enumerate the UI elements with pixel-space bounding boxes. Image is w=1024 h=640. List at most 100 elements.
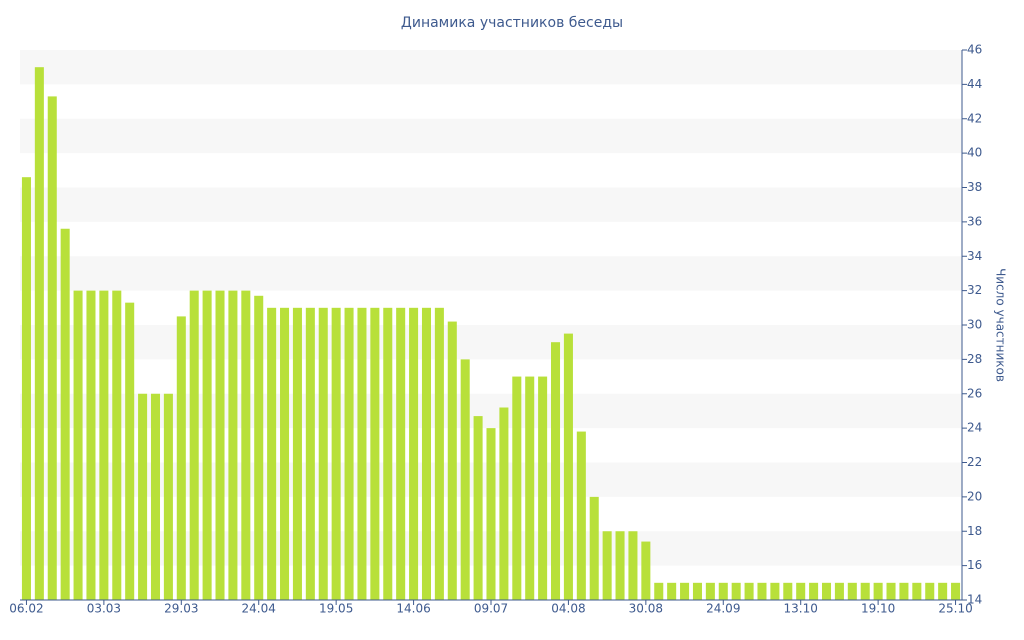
y-tick-label: 42: [967, 111, 982, 125]
bar: [512, 376, 522, 600]
bar: [189, 290, 199, 600]
bar: [331, 307, 341, 600]
bar: [86, 290, 96, 600]
grid-band: [20, 50, 962, 85]
y-tick-label: 40: [967, 146, 982, 160]
bar: [744, 582, 754, 600]
x-tick-label: 30.08: [629, 602, 663, 616]
bar: [267, 307, 277, 600]
bar: [150, 393, 161, 600]
y-tick-label: 14: [967, 593, 982, 607]
x-tick-label: 24.09: [706, 602, 740, 616]
x-tick-label: 13.10: [784, 602, 818, 616]
x-tick-label: 09.07: [474, 602, 508, 616]
y-tick-label: 44: [967, 77, 982, 91]
bar: [654, 582, 664, 600]
grid-band: [20, 187, 962, 222]
y-tick-label: 26: [967, 386, 982, 400]
bar: [357, 307, 367, 600]
bar: [396, 307, 406, 600]
x-tick-label: 03.03: [87, 602, 121, 616]
y-tick-label: 46: [967, 43, 982, 57]
y-tick-label: 30: [967, 318, 982, 332]
bar: [202, 290, 212, 600]
y-tick-label: 38: [967, 180, 982, 194]
bar: [563, 333, 573, 600]
bar: [847, 582, 857, 600]
y-tick-label: 36: [967, 214, 982, 228]
bar: [757, 582, 767, 600]
bar: [615, 531, 625, 600]
bar: [821, 582, 832, 600]
x-tick-label: 14.06: [396, 602, 430, 616]
bar: [73, 290, 83, 600]
y-tick-label: 28: [967, 352, 982, 366]
bar: [912, 582, 922, 600]
x-tick-label: 19.05: [319, 602, 353, 616]
bar: [254, 295, 264, 600]
bar: [873, 582, 883, 600]
bar: [938, 582, 948, 600]
bar: [163, 393, 173, 600]
bar: [576, 431, 586, 600]
x-tick-label: 25.10: [938, 602, 972, 616]
y-tick-label: 32: [967, 283, 982, 297]
bar: [176, 316, 186, 600]
bar: [731, 582, 741, 600]
y-axis-label: Число участников: [994, 268, 1008, 382]
bar: [886, 582, 896, 600]
bar: [796, 582, 806, 600]
bar: [421, 307, 431, 600]
bar: [628, 531, 638, 600]
grid-band: [20, 118, 962, 154]
bar: [99, 290, 109, 600]
bar: [138, 393, 148, 600]
bar: [409, 307, 419, 600]
bar: [770, 582, 780, 600]
grid-band: [20, 256, 962, 291]
bar: [641, 541, 651, 600]
bar: [318, 307, 328, 600]
bar: [486, 428, 496, 600]
x-tick-label: 04.08: [551, 602, 585, 616]
x-tick-label: 24.04: [242, 602, 276, 616]
bar: [125, 302, 135, 600]
bar: [860, 582, 870, 600]
bar: [692, 582, 702, 600]
bar: [383, 307, 393, 600]
bar: [525, 376, 535, 600]
bar: [783, 582, 793, 600]
bar: [589, 496, 599, 600]
bar: [228, 290, 238, 600]
y-tick-label: 20: [967, 489, 982, 503]
bar: [344, 307, 354, 600]
bar: [499, 407, 509, 600]
chart-title: Динамика участников беседы: [401, 15, 623, 31]
bar: [538, 376, 548, 600]
bar: [21, 177, 31, 600]
y-tick-label: 34: [967, 249, 982, 263]
bar: [305, 307, 315, 600]
bar: [925, 582, 935, 600]
bar: [834, 582, 844, 600]
bar: [447, 321, 457, 600]
bar: [951, 582, 961, 600]
y-tick-label: 24: [967, 421, 982, 435]
bar: [241, 290, 251, 600]
bar: [370, 307, 380, 600]
x-tick-label: 19.10: [861, 602, 895, 616]
x-tick-label: 29.03: [164, 602, 198, 616]
grid-band: [20, 325, 962, 360]
bar: [47, 96, 57, 600]
y-tick-label: 22: [967, 455, 982, 469]
bar: [280, 307, 290, 600]
bar: [60, 228, 70, 600]
bar: [473, 416, 483, 600]
x-tick-label: 06.02: [9, 602, 43, 616]
bar: [680, 582, 690, 600]
bar: [718, 582, 728, 600]
bar: [667, 582, 677, 600]
bar: [551, 342, 561, 600]
grid-band: [20, 393, 962, 429]
